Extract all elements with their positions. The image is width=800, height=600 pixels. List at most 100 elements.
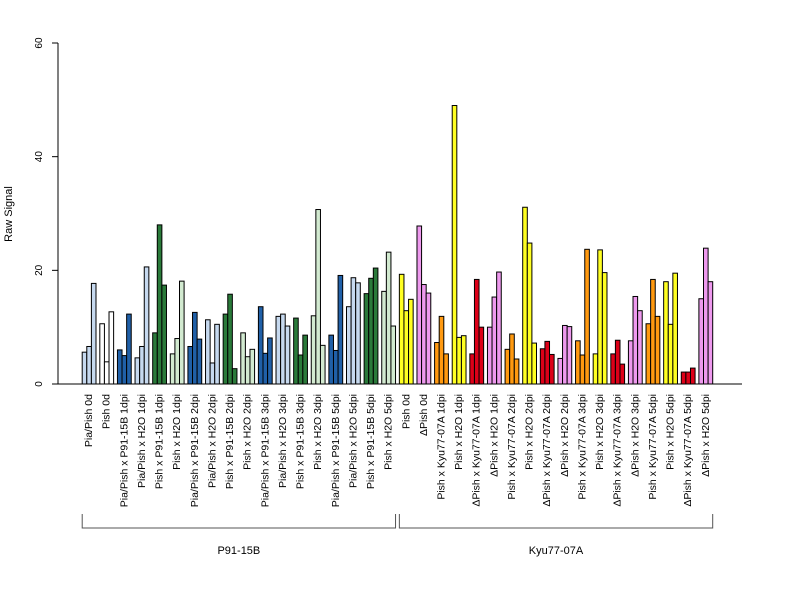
bar bbox=[187, 345, 194, 385]
x-tick-label: Pish x Kyu77-07A 3dpi bbox=[576, 394, 588, 500]
x-tick-label: Pish x H2O 5dpi bbox=[665, 394, 677, 470]
x-tick-label: Pish x H2O 1dpi bbox=[453, 394, 465, 470]
bar bbox=[689, 367, 696, 385]
bar bbox=[297, 354, 304, 385]
bar bbox=[685, 371, 691, 385]
bar bbox=[522, 206, 528, 385]
bar bbox=[531, 342, 538, 385]
bar bbox=[403, 310, 410, 385]
bar bbox=[81, 351, 88, 385]
bar bbox=[249, 348, 256, 385]
bar bbox=[126, 313, 132, 385]
bar bbox=[227, 293, 233, 385]
x-tick-label: Pish x Kyu77-07A 1dpi bbox=[436, 394, 448, 500]
bar bbox=[332, 349, 339, 385]
bar bbox=[509, 333, 515, 385]
bar bbox=[627, 340, 634, 385]
x-tick-label: Pish x P91-15B 1dpi bbox=[154, 394, 166, 489]
x-tick-label: Pish x P91-15B 5dpi bbox=[365, 394, 377, 489]
bar bbox=[179, 280, 185, 385]
x-tick-label: Pish x H2O 1dpi bbox=[171, 394, 183, 470]
x-tick-label: Pish x Kyu77-07A 5dpi bbox=[647, 394, 659, 500]
bar bbox=[368, 277, 374, 385]
bar bbox=[486, 326, 493, 385]
bar bbox=[416, 225, 423, 385]
bar bbox=[390, 325, 397, 385]
bar bbox=[293, 317, 299, 385]
x-tick-label: ΔPish x Kyu77-07A 5dpi bbox=[682, 394, 694, 507]
bar bbox=[319, 344, 326, 385]
bar bbox=[205, 319, 211, 385]
bar bbox=[557, 357, 564, 385]
bar bbox=[267, 337, 273, 385]
y-tick-label: 0 bbox=[34, 381, 45, 387]
bar bbox=[469, 353, 475, 385]
x-tick-label: Pia/Pish x H2O 3dpi bbox=[277, 394, 289, 488]
x-tick-label: Pish 0d bbox=[400, 394, 412, 429]
bar bbox=[280, 313, 286, 385]
x-tick-label: ΔPish x Kyu77-07A 1dpi bbox=[471, 394, 483, 507]
bar bbox=[443, 353, 449, 385]
bar bbox=[116, 349, 123, 385]
bar bbox=[90, 282, 97, 385]
group-bracket bbox=[398, 514, 714, 529]
bar bbox=[478, 326, 485, 385]
bar bbox=[680, 371, 687, 385]
bar bbox=[315, 209, 321, 385]
bar bbox=[650, 278, 656, 385]
bar bbox=[240, 332, 246, 385]
bar bbox=[214, 323, 220, 385]
bar bbox=[663, 281, 669, 385]
x-tick-label: Pia/Pish x H2O 2dpi bbox=[206, 394, 218, 488]
bar bbox=[610, 353, 616, 385]
x-tick-label: Pish x H2O 2dpi bbox=[242, 394, 254, 470]
bar bbox=[421, 284, 427, 385]
bar bbox=[438, 315, 445, 385]
y-tick-label: 40 bbox=[34, 151, 45, 163]
bar bbox=[161, 284, 167, 385]
bar bbox=[103, 361, 110, 385]
bar bbox=[425, 292, 432, 385]
x-tick-label: Pia/Pish x H2O 1dpi bbox=[136, 394, 148, 488]
bar bbox=[169, 353, 176, 385]
bar bbox=[381, 290, 387, 385]
bar bbox=[192, 311, 198, 385]
group-bracket bbox=[81, 514, 397, 529]
bar bbox=[363, 293, 370, 385]
bar bbox=[152, 332, 158, 385]
bar bbox=[99, 323, 105, 385]
bar bbox=[584, 248, 590, 385]
bar bbox=[196, 338, 203, 385]
bar bbox=[504, 348, 511, 385]
x-tick-label: Pia/Pish x P91-15B 3dpi bbox=[259, 394, 271, 507]
x-tick-label: ΔPish x Kyu77-07A 2dpi bbox=[541, 394, 553, 507]
x-tick-label: ΔPish x H2O 1dpi bbox=[488, 394, 500, 477]
bar bbox=[222, 313, 229, 385]
bar bbox=[310, 315, 317, 385]
x-tick-label: Pish x H2O 2dpi bbox=[524, 394, 536, 470]
bar bbox=[284, 325, 291, 385]
bar bbox=[257, 306, 264, 385]
bar bbox=[707, 281, 714, 385]
bar bbox=[645, 323, 652, 385]
bar bbox=[372, 267, 379, 385]
bar bbox=[597, 249, 603, 385]
bar bbox=[121, 355, 128, 385]
x-tick-labels: Pia/Pish 0d Pish 0d Pia/Pish x P91-15B 1dp… bbox=[83, 394, 712, 507]
group-brackets: P91-15B Kyu77-07A bbox=[81, 514, 714, 557]
x-tick-label: Pish x P91-15B 2dpi bbox=[224, 394, 236, 489]
group-label: P91-15B bbox=[217, 545, 260, 557]
bar bbox=[398, 273, 405, 385]
bar bbox=[456, 336, 462, 385]
bar bbox=[350, 277, 357, 385]
bar bbox=[328, 334, 334, 385]
bar bbox=[575, 340, 581, 385]
bar bbox=[579, 354, 586, 385]
y-tick-label: 60 bbox=[34, 37, 45, 49]
x-tick-label: Pia/Pish x P91-15B 2dpi bbox=[189, 394, 201, 507]
x-tick-label: Pish x H2O 3dpi bbox=[594, 394, 606, 470]
x-tick-label: ΔPish x H2O 2dpi bbox=[559, 394, 571, 477]
bar bbox=[619, 363, 626, 385]
x-tick-label: ΔPish x H2O 5dpi bbox=[700, 394, 712, 477]
